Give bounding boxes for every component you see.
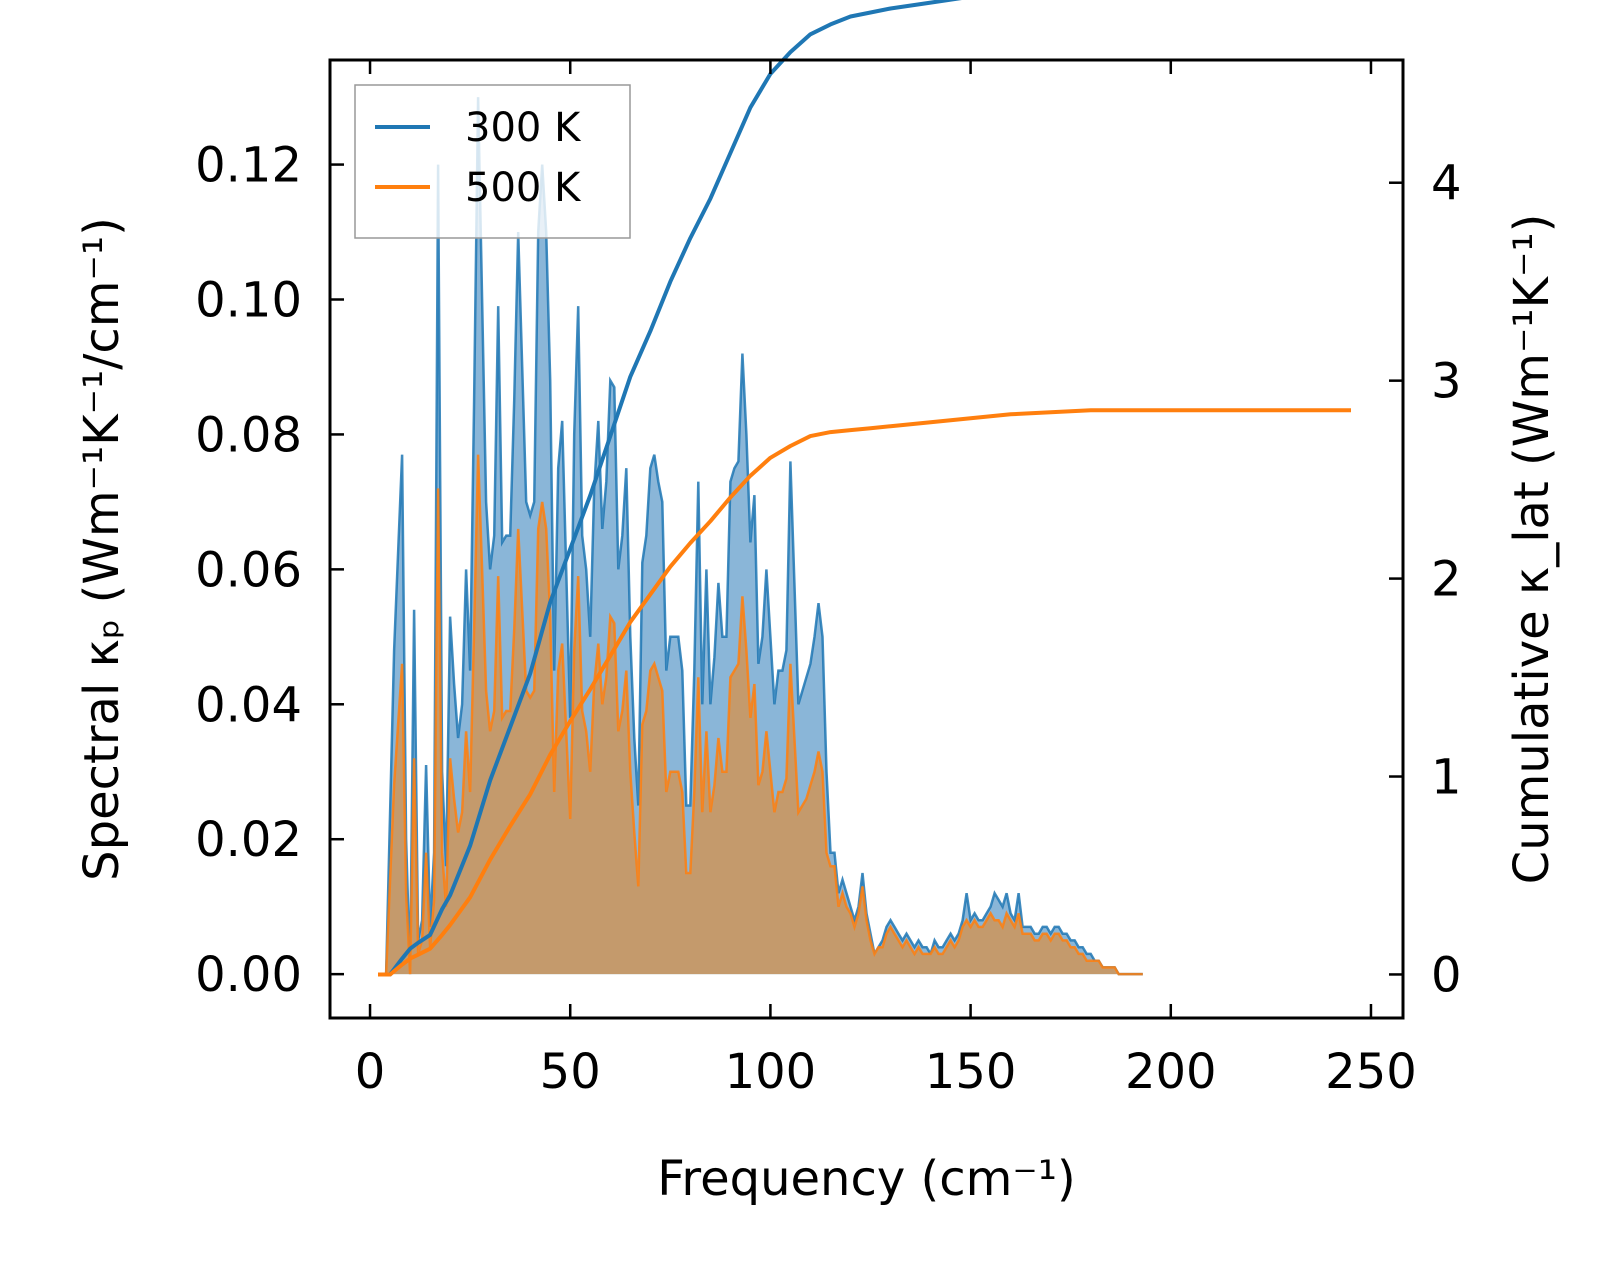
left-y-tick-label: 0.00 [195, 947, 302, 1003]
data-lines [378, 0, 1351, 977]
left-y-axis-title: Spectral κₚ (Wm⁻¹K⁻¹/cm⁻¹) [74, 217, 130, 881]
x-tick-label: 200 [1125, 1044, 1217, 1100]
left-y-tick-label: 0.04 [195, 677, 302, 733]
x-tick-label: 100 [725, 1044, 817, 1100]
legend-box [354, 84, 631, 239]
x-tick-label: 250 [1325, 1044, 1417, 1100]
legend-label-300k: 300 K [465, 105, 582, 151]
x-tick-label: 0 [355, 1044, 386, 1100]
spectral-fills [378, 97, 1143, 976]
x-axis-title: Frequency (cm⁻¹) [657, 1151, 1075, 1207]
axis-ticks: 0 50 100 150 200 250 0.00 0.02 0.04 0.06 0.08 0.10 0… [195, 60, 1462, 1100]
plot-frame [328, 58, 1405, 1020]
spectral-300k-outline [378, 97, 1143, 976]
spectral-300k-area [378, 97, 1143, 975]
right-y-tick-label: 0 [1431, 947, 1462, 1003]
left-y-tick-label: 0.02 [195, 812, 302, 868]
cumulative-500k-line [378, 408, 1351, 977]
right-y-tick-label: 4 [1431, 156, 1462, 212]
cumulative-300k-line [378, 0, 962, 977]
legend-label-500k: 500 K [465, 165, 582, 211]
right-y-axis-title: Cumulative κ_lat (Wm⁻¹K⁻¹) [1504, 214, 1560, 885]
right-y-tick-label: 2 [1431, 552, 1462, 608]
x-tick-label: 150 [925, 1044, 1017, 1100]
spectral-500k-area [378, 454, 1143, 975]
right-y-tick-label: 3 [1431, 354, 1462, 410]
right-y-tick-label: 1 [1431, 750, 1462, 806]
left-y-tick-label: 0.06 [195, 542, 302, 598]
left-y-tick-label: 0.10 [195, 273, 302, 329]
x-tick-label: 50 [540, 1044, 601, 1100]
left-y-tick-label: 0.12 [195, 138, 302, 194]
legend: 300 K 500 K [354, 84, 631, 239]
spectral-500k-outline [378, 454, 1143, 976]
left-y-tick-label: 0.08 [195, 407, 302, 463]
